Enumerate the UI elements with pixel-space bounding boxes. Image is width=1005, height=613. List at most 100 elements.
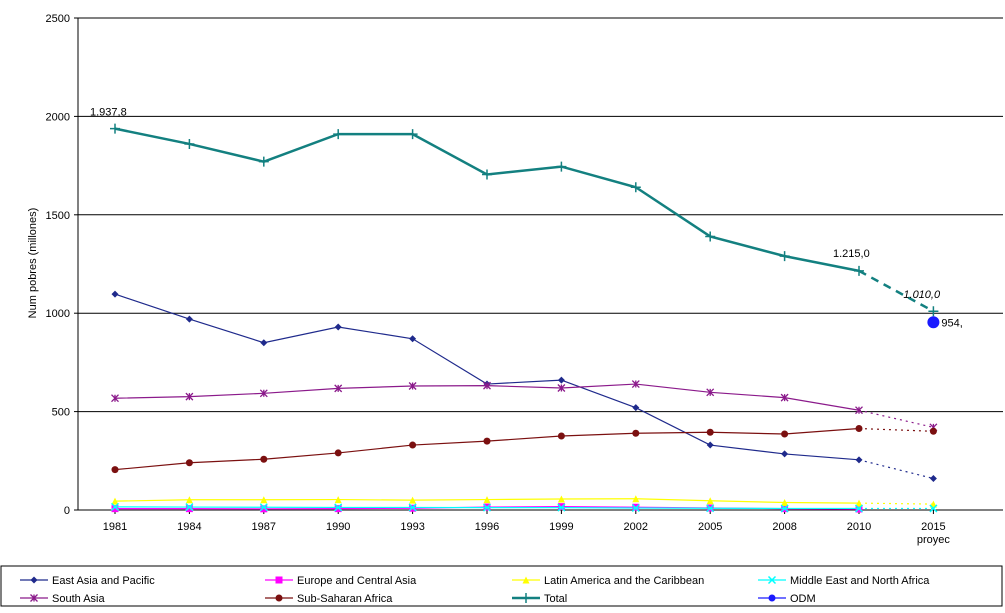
data-point [928,306,939,317]
data-point [705,231,716,242]
annotation-label: 1.937,8 [90,107,127,119]
data-point [780,393,789,402]
data-point [706,388,715,397]
data-point [111,505,119,513]
legend-label: South Asia [52,593,105,605]
legend-label: ODM [790,593,816,605]
data-point [632,495,640,503]
data-point [631,504,640,513]
data-point [929,504,938,513]
data-point [632,429,640,437]
data-point [557,384,566,392]
data-point [185,505,193,513]
data-point [779,251,790,262]
data-point [260,455,268,463]
series-latin-america-and-the-caribbean [111,495,937,508]
data-point [780,504,789,513]
legend-swatch-marker [30,594,38,602]
series-line [114,127,860,273]
data-point [483,381,491,390]
ytick-label: 500 [52,407,70,419]
projection-line [858,502,934,505]
data-point [929,427,937,435]
ytick-label: 0 [64,505,70,517]
legend-label: Latin America and the Caribbean [544,575,704,587]
data-point [781,450,789,458]
data-point [855,456,863,464]
data-point [632,404,640,412]
data-point [185,496,193,504]
data-point [110,502,120,511]
projection-line [858,269,934,313]
series-middle-east-and-north-africa [110,502,938,513]
xtick-label: 1990 [326,521,350,533]
data-point [259,389,268,398]
xtick-label: 2010 [847,521,871,533]
data-point [334,384,343,393]
xtick-label: 1996 [475,521,499,533]
projection-line [858,409,934,428]
series-south-asia [111,380,938,432]
data-point [929,475,937,483]
legend-swatch-marker [521,593,531,603]
data-point [184,138,195,149]
legend-label: Sub-Saharan Africa [297,593,393,605]
data-point [185,392,194,401]
data-point [854,265,864,276]
data-point [706,504,715,513]
data-point [557,376,565,384]
xtick-sublabel: proyec [917,534,951,546]
legend-box [0,565,1003,607]
xtick-label: 1981 [103,521,127,533]
legend-label: Europe and Central Asia [297,575,417,587]
series-total [110,123,939,317]
legend-swatch-marker [275,594,283,602]
data-point [259,503,268,512]
data-point [927,316,940,329]
data-point [407,129,418,140]
xtick-label: 1984 [177,521,201,533]
data-point [483,437,491,445]
xtick-label: 2008 [772,521,796,533]
data-point [556,161,567,172]
annotation-label: 954, [941,317,962,329]
data-point [334,323,342,331]
data-point [557,503,566,512]
legend-swatch-marker [768,594,776,602]
legend-label: Middle East and North Africa [790,575,930,587]
data-point [333,129,344,140]
xtick-label: 2005 [698,521,722,533]
data-point [408,382,417,390]
legend-swatch-marker [767,575,777,585]
xtick-label: 2015 [921,521,945,533]
legend-label: East Asia and Pacific [52,575,155,587]
ytick-label: 1000 [46,308,70,320]
data-point [482,169,492,180]
data-point [409,335,417,343]
y-axis-label: Num pobres (millones) [27,208,39,319]
data-point [557,495,565,503]
data-point [706,441,714,449]
series-odm [927,316,940,329]
projection-line [858,459,934,480]
ytick-label: 1500 [46,210,70,222]
data-point [260,339,268,347]
legend-swatch-marker [275,576,283,584]
legend-swatch-marker [30,576,38,584]
ytick-label: 2500 [46,13,70,25]
data-point [482,503,492,512]
data-point [111,497,119,505]
data-point [781,430,789,438]
data-point [258,156,269,167]
data-point [557,432,565,440]
data-point [854,504,864,513]
data-point [855,499,863,507]
data-point [110,123,120,134]
ytick-label: 2000 [46,111,70,123]
xtick-label: 1993 [400,521,424,533]
legend-label: Total [544,593,567,605]
data-point [334,449,342,457]
xtick-label: 1987 [252,521,276,533]
